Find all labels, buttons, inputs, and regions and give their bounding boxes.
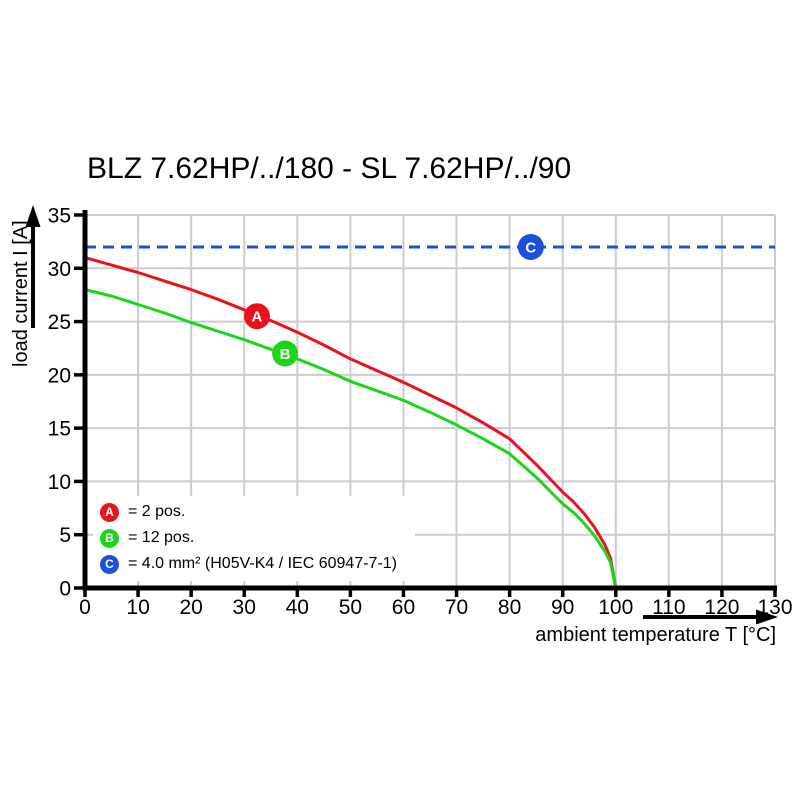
legend-label-c: = 4.0 mm² (H05V-K4 / IEC 60947-7-1) <box>128 555 397 572</box>
legend-item-a: A = 2 pos. <box>93 499 415 525</box>
legend-marker-b-icon: B <box>100 528 119 548</box>
x-tick-label: 20 <box>179 596 202 619</box>
legend-item-b: B = 12 pos. <box>93 525 415 551</box>
x-tick-label: 40 <box>286 596 309 619</box>
legend-marker-c-icon: C <box>100 554 119 574</box>
series-curve-a <box>84 256 618 589</box>
curve-markers: A B C <box>243 233 544 367</box>
chart-title: BLZ 7.62HP/../180 - SL 7.62HP/../90 <box>87 152 572 185</box>
x-tick-label: 110 <box>652 596 685 619</box>
x-axis-label: ambient temperature T [°C] <box>535 624 776 646</box>
marker-letter-a: A <box>252 309 263 326</box>
marker-letter-b: B <box>280 346 291 363</box>
x-axis-arrow-head-icon <box>756 609 778 625</box>
y-tick-label: 10 <box>48 471 71 494</box>
tick-labels: 0 5 10 15 20 25 30 35 0 10 20 30 40 50 60 70 80 90 100 110 1… <box>48 205 793 620</box>
axis-arrows <box>25 205 778 625</box>
y-axis-arrow-head-icon <box>25 205 41 227</box>
marker-letter-c: C <box>525 239 536 256</box>
y-tick-label: 30 <box>48 258 71 281</box>
x-tick-label: 120 <box>704 596 739 619</box>
x-tick-label: 100 <box>598 596 633 619</box>
legend-label-a: = 2 pos. <box>128 503 186 520</box>
legend-marker-a-icon: A <box>100 502 119 522</box>
x-tick-label: 90 <box>551 596 574 619</box>
series-curve-b <box>84 288 618 589</box>
x-tick-label: 70 <box>445 596 468 619</box>
y-tick-label: 0 <box>59 578 71 601</box>
marker-badge-b <box>272 340 299 367</box>
series-curves <box>84 245 775 589</box>
y-tick-label: 5 <box>59 524 71 547</box>
legend-item-c: C = 4.0 mm² (H05V-K4 / IEC 60947-7-1) <box>93 551 415 577</box>
axes <box>74 210 777 597</box>
y-axis-label: load current I [A] <box>10 220 32 367</box>
marker-badge-c <box>517 233 544 260</box>
y-tick-label: 20 <box>48 364 71 387</box>
marker-badge-a <box>243 303 270 330</box>
y-tick-label: 15 <box>48 418 71 441</box>
legend-label-b: = 12 pos. <box>128 529 195 546</box>
x-tick-label: 60 <box>392 596 415 619</box>
y-tick-label: 25 <box>48 311 71 334</box>
x-tick-label: 50 <box>339 596 362 619</box>
x-tick-label: 0 <box>79 596 91 619</box>
x-tick-label: 30 <box>233 596 256 619</box>
x-tick-label: 10 <box>126 596 149 619</box>
y-tick-label: 35 <box>48 205 71 228</box>
legend: A = 2 pos. B = 12 pos. C = 4.0 mm² (H05V… <box>93 496 415 581</box>
x-tick-label: 80 <box>498 596 521 619</box>
